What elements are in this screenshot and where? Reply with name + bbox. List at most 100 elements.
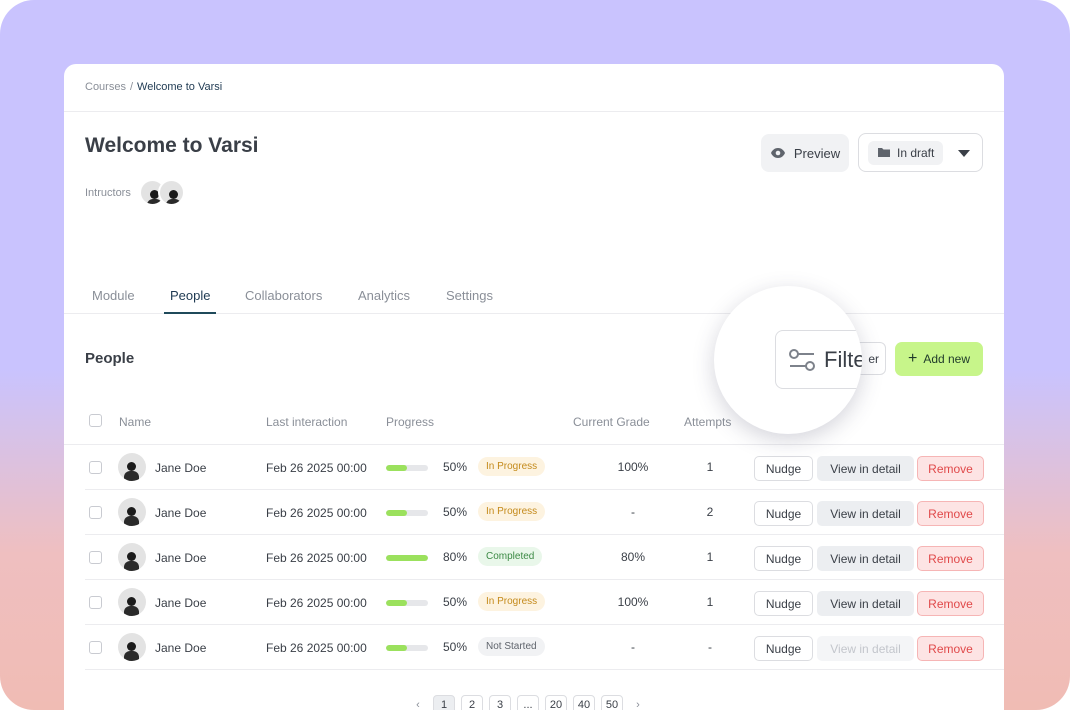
plus-icon: + [907, 350, 918, 367]
progress-percent: 50% [443, 505, 468, 519]
section-title: People [85, 350, 135, 367]
attempts-count: - [708, 640, 712, 654]
progress-bar [386, 645, 428, 651]
row-checkbox[interactable] [89, 551, 102, 564]
chevron-down-icon[interactable] [958, 150, 970, 157]
page-40[interactable]: 40 [573, 695, 595, 710]
select-all-checkbox[interactable] [89, 414, 102, 427]
view-detail-button: View in detail [817, 636, 914, 661]
course-card: Courses / Welcome to Varsi Welcome to Va… [64, 64, 1004, 710]
avatar [118, 543, 146, 571]
status-badge: In Progress [478, 502, 546, 521]
table-row: Jane Doe Feb 26 2025 00:00 50% In Progre… [85, 490, 1004, 535]
progress-bar [386, 555, 428, 561]
filter-label: er [868, 351, 879, 366]
instructors-label: Intructors [85, 186, 131, 199]
row-checkbox[interactable] [89, 461, 102, 474]
table-header: Name Last interaction Progress Current G… [64, 409, 1004, 445]
status-badge: Not Started [478, 637, 545, 656]
view-detail-button[interactable]: View in detail [817, 546, 914, 571]
pagination: ‹ 1 2 3 ... 20 40 50 › [409, 695, 647, 710]
tab-collaborators[interactable]: Collaborators [245, 288, 323, 303]
progress-percent: 50% [443, 640, 468, 654]
nudge-button[interactable]: Nudge [754, 456, 813, 481]
remove-button[interactable]: Remove [917, 456, 984, 481]
progress-percent: 50% [443, 595, 468, 609]
avatar [118, 588, 146, 616]
status-label: In draft [897, 145, 935, 160]
breadcrumb-separator: / [129, 81, 134, 93]
table-row: Jane Doe Feb 26 2025 00:00 80% Completed… [85, 535, 1004, 580]
last-interaction: Feb 26 2025 00:00 [266, 461, 367, 475]
tab-module[interactable]: Module [92, 288, 135, 303]
folder-icon [878, 148, 890, 157]
person-name[interactable]: Jane Doe [155, 551, 207, 565]
col-grade[interactable]: Current Grade [573, 415, 650, 429]
remove-button[interactable]: Remove [917, 636, 984, 661]
prev-page-button[interactable]: ‹ [416, 699, 420, 710]
col-attempts[interactable]: Attempts [684, 415, 732, 429]
col-name[interactable]: Name [119, 415, 152, 429]
remove-button[interactable]: Remove [917, 546, 984, 571]
instructors: Intructors [85, 179, 185, 206]
breadcrumb-courses[interactable]: Courses [85, 81, 126, 93]
current-grade: 80% [620, 550, 646, 564]
current-grade: - [631, 640, 635, 654]
next-page-button[interactable]: › [636, 699, 640, 710]
page-1[interactable]: 1 [433, 695, 455, 710]
progress-bar [386, 465, 428, 471]
filter-zoom-label: Filte [824, 346, 862, 372]
tab-bar: Module People Collaborators Analytics Se… [64, 286, 1004, 314]
status-value: In draft [868, 140, 944, 165]
page-20[interactable]: 20 [545, 695, 567, 710]
current-grade: - [631, 505, 635, 519]
tab-settings[interactable]: Settings [446, 288, 493, 303]
tab-analytics[interactable]: Analytics [358, 288, 411, 303]
nudge-button[interactable]: Nudge [754, 591, 813, 616]
col-progress[interactable]: Progress [386, 415, 435, 429]
current-grade: 100% [617, 595, 649, 609]
filter-magnifier: Filte [714, 286, 862, 434]
nudge-button[interactable]: Nudge [754, 636, 813, 661]
avatar [118, 453, 146, 481]
instructor-avatars [138, 179, 185, 206]
breadcrumb-current: Welcome to Varsi [137, 81, 223, 93]
attempts-count: 1 [706, 550, 714, 564]
last-interaction: Feb 26 2025 00:00 [266, 641, 367, 655]
row-checkbox[interactable] [89, 506, 102, 519]
view-detail-button[interactable]: View in detail [817, 501, 914, 526]
preview-button[interactable]: Preview [761, 134, 849, 172]
nudge-button[interactable]: Nudge [754, 501, 813, 526]
remove-button[interactable]: Remove [917, 591, 984, 616]
view-detail-button[interactable]: View in detail [817, 456, 914, 481]
page-3[interactable]: 3 [489, 695, 511, 710]
attempts-count: 2 [706, 505, 714, 519]
person-name[interactable]: Jane Doe [155, 461, 207, 475]
remove-button[interactable]: Remove [917, 501, 984, 526]
sliders-icon [789, 348, 815, 371]
row-checkbox[interactable] [89, 641, 102, 654]
person-name[interactable]: Jane Doe [155, 641, 207, 655]
person-name[interactable]: Jane Doe [155, 506, 207, 520]
avatar[interactable] [157, 179, 185, 206]
nudge-button[interactable]: Nudge [754, 546, 813, 571]
tab-people[interactable]: People [164, 288, 217, 314]
page-2[interactable]: 2 [461, 695, 483, 710]
breadcrumb: Courses / Welcome to Varsi [85, 81, 222, 93]
person-name[interactable]: Jane Doe [155, 596, 207, 610]
page-title: Welcome to Varsi [85, 134, 259, 157]
add-new-button[interactable]: + Add new [895, 342, 983, 376]
row-checkbox[interactable] [89, 596, 102, 609]
col-last-interaction[interactable]: Last interaction [266, 415, 348, 429]
status-badge: In Progress [478, 592, 546, 611]
add-new-label: Add new [923, 352, 971, 366]
status-dropdown[interactable]: In draft [858, 133, 983, 172]
preview-label: Preview [793, 145, 841, 161]
avatar [118, 633, 146, 661]
page-50[interactable]: 50 [601, 695, 623, 710]
filter-zoom[interactable]: Filte [775, 330, 862, 389]
progress-percent: 50% [443, 460, 468, 474]
last-interaction: Feb 26 2025 00:00 [266, 506, 367, 520]
view-detail-button[interactable]: View in detail [817, 591, 914, 616]
